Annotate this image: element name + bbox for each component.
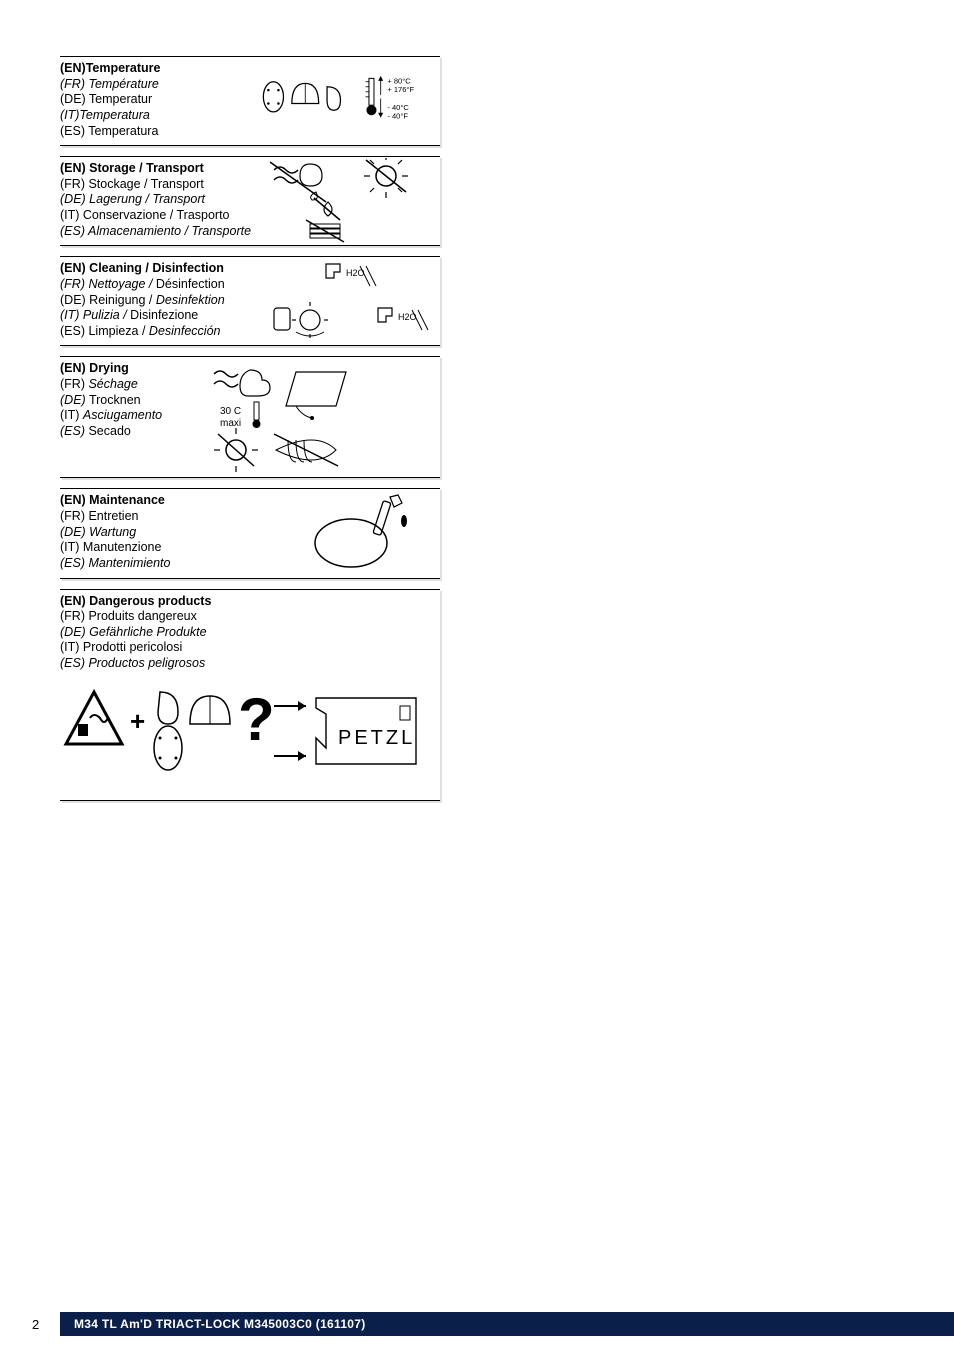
footer-bar: M34 TL Am'D TRIACT-LOCK M345003C0 (16110…	[60, 1312, 954, 1336]
maintenance-icons	[260, 493, 436, 573]
label-es: (ES) Productos peligrosos	[60, 656, 440, 672]
temp-low-f: - 40°F	[387, 112, 408, 121]
dangerous-icons-svg: + ?	[60, 678, 430, 788]
drying-temp1: 30 C	[220, 406, 241, 417]
drying-icons-svg: 30 C maxi	[206, 362, 436, 472]
maintenance-icons-svg	[306, 493, 436, 573]
cleaning-icons: H2O H2O	[260, 261, 436, 341]
footer-bar-text: M34 TL Am'D TRIACT-LOCK M345003C0 (16110…	[74, 1317, 366, 1331]
storage-icons-svg	[266, 158, 436, 244]
section-dangerous: (EN) Dangerous products (FR) Produits da…	[60, 589, 440, 801]
section-temperature: (EN)Temperature (FR) Température (DE) Te…	[60, 56, 440, 146]
label-it: (IT) Prodotti pericolosi	[60, 640, 440, 656]
svg-text:+: +	[130, 706, 145, 736]
section-cleaning: (EN) Cleaning / Disinfection (FR) Nettoy…	[60, 256, 440, 346]
section-drying: (EN) Drying (FR) Séchage (DE) Trocknen (…	[60, 356, 440, 478]
footer: 2 M34 TL Am'D TRIACT-LOCK M345003C0 (161…	[0, 1310, 954, 1336]
temp-high-f: + 176°F	[387, 85, 414, 94]
section-storage: (EN) Storage / Transport (FR) Stockage /…	[60, 156, 440, 246]
temperature-icons-svg: + 80°C + 176°F - 40°C - 40°F	[260, 66, 436, 136]
cleaning-icons-svg: H2O H2O	[266, 258, 436, 344]
page: (EN)Temperature (FR) Température (DE) Te…	[0, 0, 954, 1350]
content-column: (EN)Temperature (FR) Température (DE) Te…	[60, 56, 440, 811]
svg-text:?: ?	[238, 686, 275, 753]
temperature-icons: + 80°C + 176°F - 40°C - 40°F	[260, 61, 436, 141]
label-en: (EN) Dangerous products	[60, 594, 440, 610]
label-fr: (FR) Produits dangereux	[60, 609, 440, 625]
page-number: 2	[32, 1317, 39, 1332]
dangerous-labels: (EN) Dangerous products (FR) Produits da…	[60, 594, 440, 672]
drying-temp2: maxi	[220, 418, 241, 429]
dangerous-diagram: + ?	[60, 678, 440, 788]
drying-icons: 30 C maxi	[200, 361, 436, 473]
label-de: (DE) Gefährliche Produkte	[60, 625, 440, 641]
svg-text:PETZL: PETZL	[338, 727, 415, 749]
storage-icons	[260, 161, 436, 241]
section-maintenance: (EN) Maintenance (FR) Entretien (DE) War…	[60, 488, 440, 578]
